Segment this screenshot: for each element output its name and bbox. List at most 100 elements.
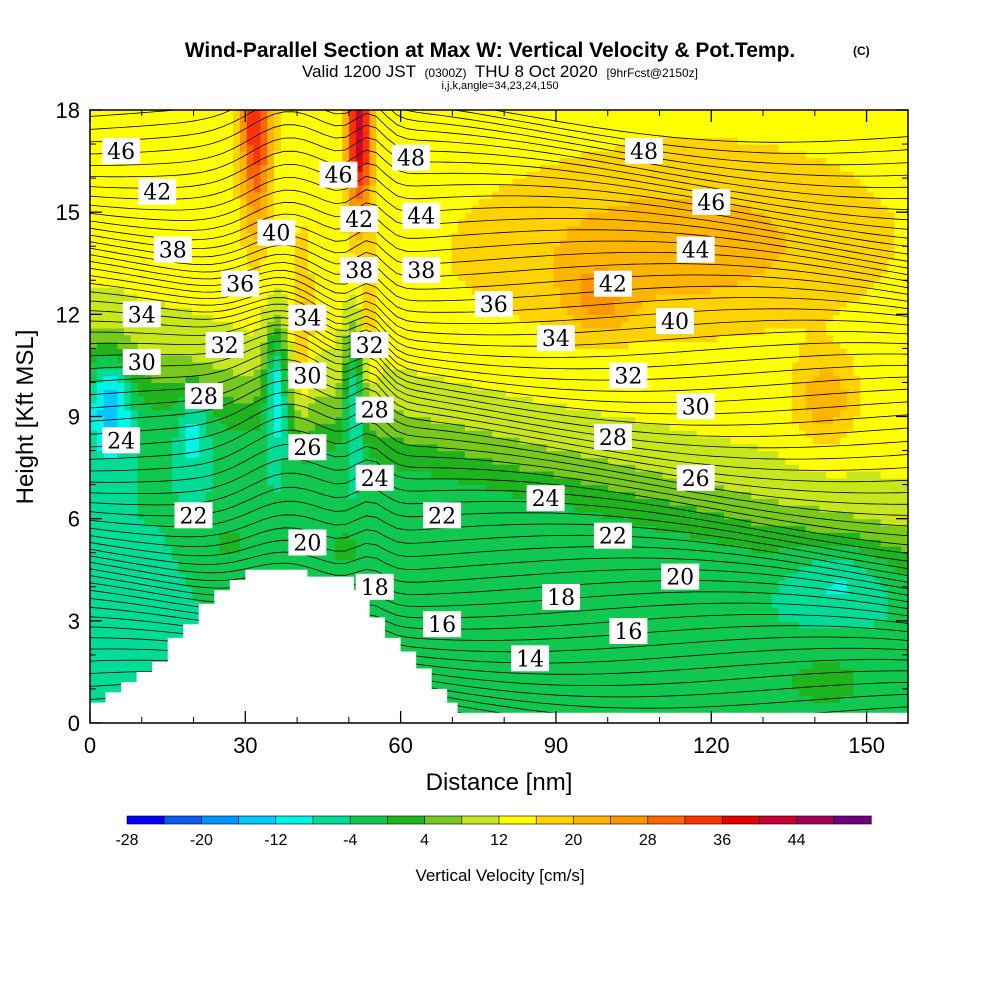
velocity-cell [614,586,623,595]
velocity-cell [846,688,855,697]
velocity-cell [683,634,691,642]
velocity-cell [723,484,732,493]
velocity-cell [771,470,780,479]
velocity-cell [151,654,159,663]
velocity-cell [539,614,548,622]
velocity-cell [628,668,636,676]
velocity-cell [164,620,173,629]
velocity-cell [335,518,343,527]
velocity-cell [853,464,861,472]
velocity-cell [437,525,446,533]
velocity-cell [130,593,139,601]
velocity-cell [505,532,514,540]
velocity-cell [703,641,711,649]
velocity-cell [233,457,241,465]
velocity-cell [839,491,848,499]
velocity-cell [792,573,800,581]
velocity-cell [417,559,425,567]
velocity-cell [553,688,561,697]
velocity-cell [519,600,527,608]
velocity-cell [655,695,664,704]
velocity-cell [144,600,152,608]
velocity-cell [451,586,459,595]
velocity-cell [826,491,834,499]
velocity-cell [342,545,350,554]
velocity-cell [662,695,671,704]
velocity-cell [185,498,193,506]
velocity-cell [144,464,152,472]
velocity-cell [798,477,807,486]
velocity-cell [833,450,841,458]
velocity-cell [880,593,889,601]
velocity-cell [96,675,105,683]
velocity-cell [512,614,521,622]
velocity-cell [839,688,848,697]
velocity-cell [608,614,616,622]
velocity-cell [744,539,752,547]
velocity-cell [178,443,187,452]
velocity-cell [846,634,855,642]
velocity-cell [894,566,902,574]
velocity-cell [90,607,98,615]
velocity-cell [471,470,480,479]
velocity-cell [158,593,166,601]
velocity-cell [717,518,725,527]
velocity-cell [301,525,309,533]
velocity-cell [492,436,500,445]
velocity-cell [710,450,718,458]
velocity-cell [826,443,834,452]
velocity-cell [567,545,575,554]
velocity-cell [376,498,384,506]
velocity-cell [546,477,555,486]
velocity-cell [778,545,786,554]
velocity-cell [444,566,452,574]
velocity-cell [389,627,398,636]
velocity-cell [130,505,139,513]
velocity-cell [901,600,908,608]
velocity-cell [587,634,596,642]
velocity-cell [546,627,555,636]
velocity-cell [730,607,739,615]
velocity-cell [805,579,814,588]
velocity-cell [410,620,418,629]
velocity-cell [785,682,793,690]
velocity-cell [437,675,446,683]
velocity-cell [485,675,493,683]
velocity-cell [689,552,698,561]
velocity-cell [171,552,180,561]
velocity-cell [417,593,425,601]
velocity-cell [696,579,705,588]
velocity-cell [873,614,882,622]
velocity-cell [717,654,725,663]
velocity-cell [751,627,759,636]
velocity-cell [655,545,664,554]
velocity-cell [723,702,732,710]
velocity-cell [887,491,895,499]
velocity-cell [778,579,786,588]
velocity-cell [383,525,391,533]
velocity-cell [178,539,187,547]
velocity-cell [873,627,882,636]
velocity-cell [805,491,814,499]
velocity-cell [778,511,786,520]
velocity-cell [226,559,234,567]
velocity-cell [464,566,473,574]
velocity-cell [601,634,609,642]
velocity-cell [185,450,193,458]
velocity-cell [560,675,568,683]
velocity-cell [580,688,589,697]
velocity-cell [151,532,159,540]
velocity-cell [253,559,262,567]
velocity-cell [437,552,446,561]
velocity-cell [96,566,105,574]
velocity-cell [267,525,275,533]
velocity-cell [410,436,418,445]
velocity-cell [567,627,575,636]
velocity-cell [689,682,698,690]
velocity-cell [798,539,807,547]
velocity-cell [485,607,493,615]
velocity-cell [873,586,882,595]
velocity-cell [901,620,908,629]
velocity-cell [553,614,561,622]
velocity-cell [410,559,418,567]
